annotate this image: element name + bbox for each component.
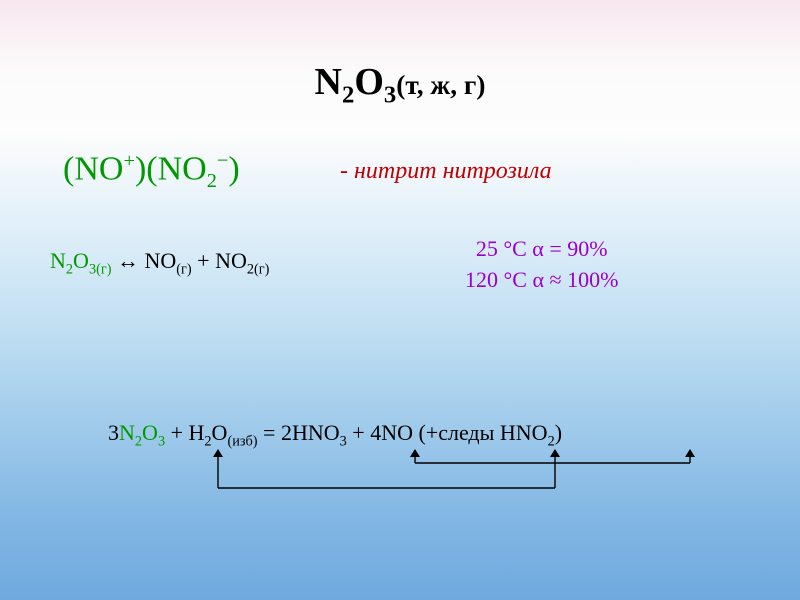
eq-lhs: N2O3(г) xyxy=(50,248,111,273)
dissociation-alpha: 25 °C α = 90% 120 °C α ≈ 100% xyxy=(465,234,618,296)
reaction-arrow-diagram xyxy=(110,448,730,503)
title-sub1: 2 xyxy=(342,82,354,109)
rx-plus2: + 4NO (+следы HNO xyxy=(347,420,548,445)
ion-p3: ) xyxy=(228,150,239,187)
title-sub2: 3 xyxy=(384,82,396,109)
ion-sup2: − xyxy=(217,150,229,172)
equilibrium-equation: N2O3(г) ↔ NO(г) + NO2(г) xyxy=(50,248,269,278)
rx-eq: = 2HNO xyxy=(258,420,340,445)
eq-rhs1: NO xyxy=(144,248,176,273)
eq-rhs1-sub: (г) xyxy=(176,261,191,277)
eq-plus: + xyxy=(192,248,215,273)
rx-plus1: + H xyxy=(165,420,204,445)
rx-coef1: 3 xyxy=(108,420,119,445)
ion-formula: (NO+)(NO2−) xyxy=(63,150,240,193)
ion-p2: )(NO xyxy=(135,150,207,187)
eq-rhs2: NO xyxy=(215,248,247,273)
rx-reagent1: N2O3 xyxy=(119,420,165,445)
title-states: (т, ж, г) xyxy=(396,70,485,100)
ion-sub1: 2 xyxy=(207,170,217,192)
compound-title: N2O3(т, ж, г) xyxy=(0,60,800,110)
compound-name: - нитрит нитрозила xyxy=(340,158,552,185)
ion-sup1: + xyxy=(123,150,135,172)
title-O: O xyxy=(354,61,384,103)
alpha-line2: 120 °C α ≈ 100% xyxy=(465,265,618,296)
alpha-line1: 25 °C α = 90% xyxy=(465,234,618,265)
eq-arrow: ↔ xyxy=(111,248,144,273)
reaction-equation: 3N2O3 + H2O(изб) = 2HNO3 + 4NO (+следы H… xyxy=(108,420,562,450)
ion-p1: (NO xyxy=(63,150,123,187)
eq-rhs2-sub: 2(г) xyxy=(247,261,270,277)
title-N: N xyxy=(315,61,342,103)
